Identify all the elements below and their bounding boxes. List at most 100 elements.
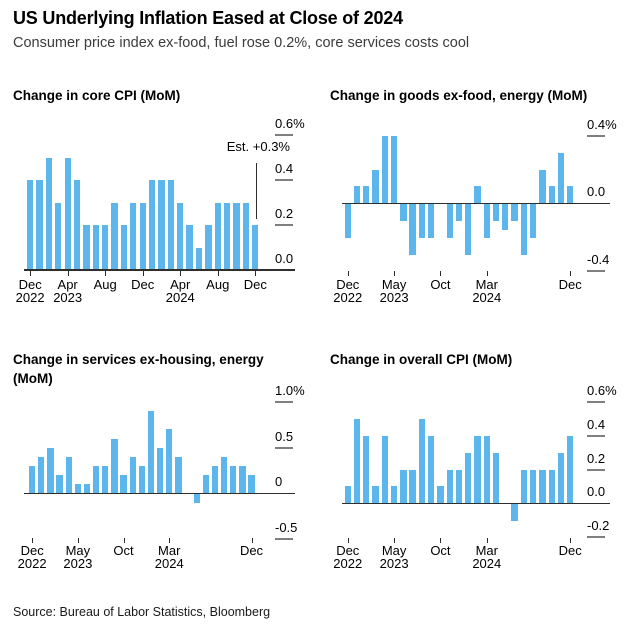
bar — [120, 225, 128, 270]
bar — [111, 202, 118, 270]
bar — [353, 186, 361, 204]
bar — [390, 486, 398, 504]
bar — [102, 465, 109, 494]
y-tick-dash — [587, 401, 605, 404]
x-tick-label-year — [190, 291, 246, 304]
bar — [156, 447, 164, 494]
bar — [372, 486, 379, 504]
x-tick-mark — [217, 270, 219, 276]
x-tick-mark — [142, 270, 144, 276]
x-tick-label: Dec 2022 — [4, 544, 60, 570]
x-tick-label-year — [77, 291, 133, 304]
y-tick-label: 0.0 — [587, 484, 606, 500]
x-tick-label: Dec — [227, 278, 283, 304]
bar — [38, 456, 45, 494]
bar — [428, 204, 435, 239]
x-tick-mark — [251, 537, 253, 543]
x-tick-mark — [394, 271, 396, 276]
bar — [233, 202, 240, 270]
bar — [166, 429, 173, 494]
x-tick-label: Oct — [412, 544, 468, 570]
bar — [230, 465, 237, 494]
bar — [400, 204, 407, 222]
x-tick-mark — [440, 271, 442, 276]
y-tick-label: 0.0 — [587, 184, 606, 200]
x-tick-label-month: Dec — [20, 543, 44, 558]
bar — [492, 452, 500, 504]
bar — [248, 475, 255, 494]
x-tick-label-month: May — [65, 543, 91, 558]
x-tick-mark — [169, 537, 171, 543]
x-tick-label-year — [115, 291, 171, 304]
x-tick-label-month: Oct — [113, 543, 134, 558]
x-tick-label-month: Mar — [475, 543, 498, 558]
x-tick-label: Mar 2024 — [459, 544, 515, 570]
bar — [567, 435, 574, 504]
bar — [455, 204, 463, 222]
x-tick-label-year: 2023 — [379, 556, 409, 571]
bar — [148, 180, 156, 270]
y-tick-label: 0.2 — [275, 206, 294, 221]
x-tick-label-month: Dec — [131, 277, 155, 292]
y-tick-dash — [275, 179, 293, 181]
bar — [55, 202, 62, 270]
x-tick-label-month: Aug — [206, 277, 230, 292]
bar — [223, 202, 231, 270]
x-tick-label-month: Apr — [170, 277, 191, 292]
bar — [390, 135, 398, 204]
x-tick-label-year: 2024 — [165, 290, 195, 305]
x-tick-label: Dec — [542, 544, 598, 570]
page-title: US Underlying Inflation Eased at Close o… — [13, 8, 403, 28]
x-tick-label-year — [412, 557, 468, 570]
bar — [27, 180, 34, 270]
y-tick-dash — [275, 446, 293, 449]
x-tick-label-month: Dec — [558, 543, 582, 558]
bar — [214, 202, 221, 270]
y-tick-dash — [275, 401, 293, 403]
y-tick-label: 0.5 — [275, 428, 294, 444]
x-tick-label: Dec — [115, 278, 171, 304]
bar — [428, 435, 435, 504]
bar — [29, 465, 36, 494]
x-tick-label-month: May — [381, 543, 407, 558]
bar — [36, 180, 43, 270]
bar — [548, 469, 555, 504]
x-tick-label-month: Dec — [239, 543, 264, 558]
bar — [557, 452, 565, 504]
bar — [548, 186, 555, 204]
y-tick-label: 0.6% — [587, 383, 617, 399]
x-tick-label-month: Dec — [18, 277, 42, 292]
bar — [205, 225, 212, 270]
x-tick-mark — [347, 271, 349, 276]
estimate-annotation-line — [255, 163, 257, 219]
x-tick-mark — [255, 270, 257, 276]
bar — [73, 180, 81, 270]
x-tick-mark — [77, 537, 79, 543]
x-tick-label-year — [412, 291, 468, 304]
y-tick-dash — [587, 134, 605, 137]
x-tick-label-month: Dec — [336, 277, 360, 292]
x-tick-mark — [123, 537, 125, 543]
x-tick-mark — [486, 537, 488, 543]
bar — [344, 486, 351, 504]
bar — [130, 202, 137, 270]
bar — [120, 475, 127, 494]
y-tick-label: -0.2 — [587, 518, 610, 534]
bar — [483, 435, 490, 504]
x-tick-label: May 2023 — [366, 544, 422, 570]
x-tick-label-year: 2024 — [472, 290, 502, 305]
bar — [147, 411, 155, 494]
x-tick-mark — [32, 537, 34, 543]
bar — [567, 186, 574, 204]
x-tick-mark — [394, 537, 396, 543]
x-tick-label-month: May — [381, 277, 407, 292]
x-tick-mark — [486, 271, 488, 276]
y-tick-dash — [587, 536, 605, 539]
bar — [465, 204, 472, 255]
bar — [409, 204, 416, 255]
x-tick-mark — [180, 270, 182, 276]
bar — [511, 504, 518, 522]
x-tick-mark — [30, 270, 32, 276]
x-tick-label: May 2023 — [366, 278, 422, 304]
